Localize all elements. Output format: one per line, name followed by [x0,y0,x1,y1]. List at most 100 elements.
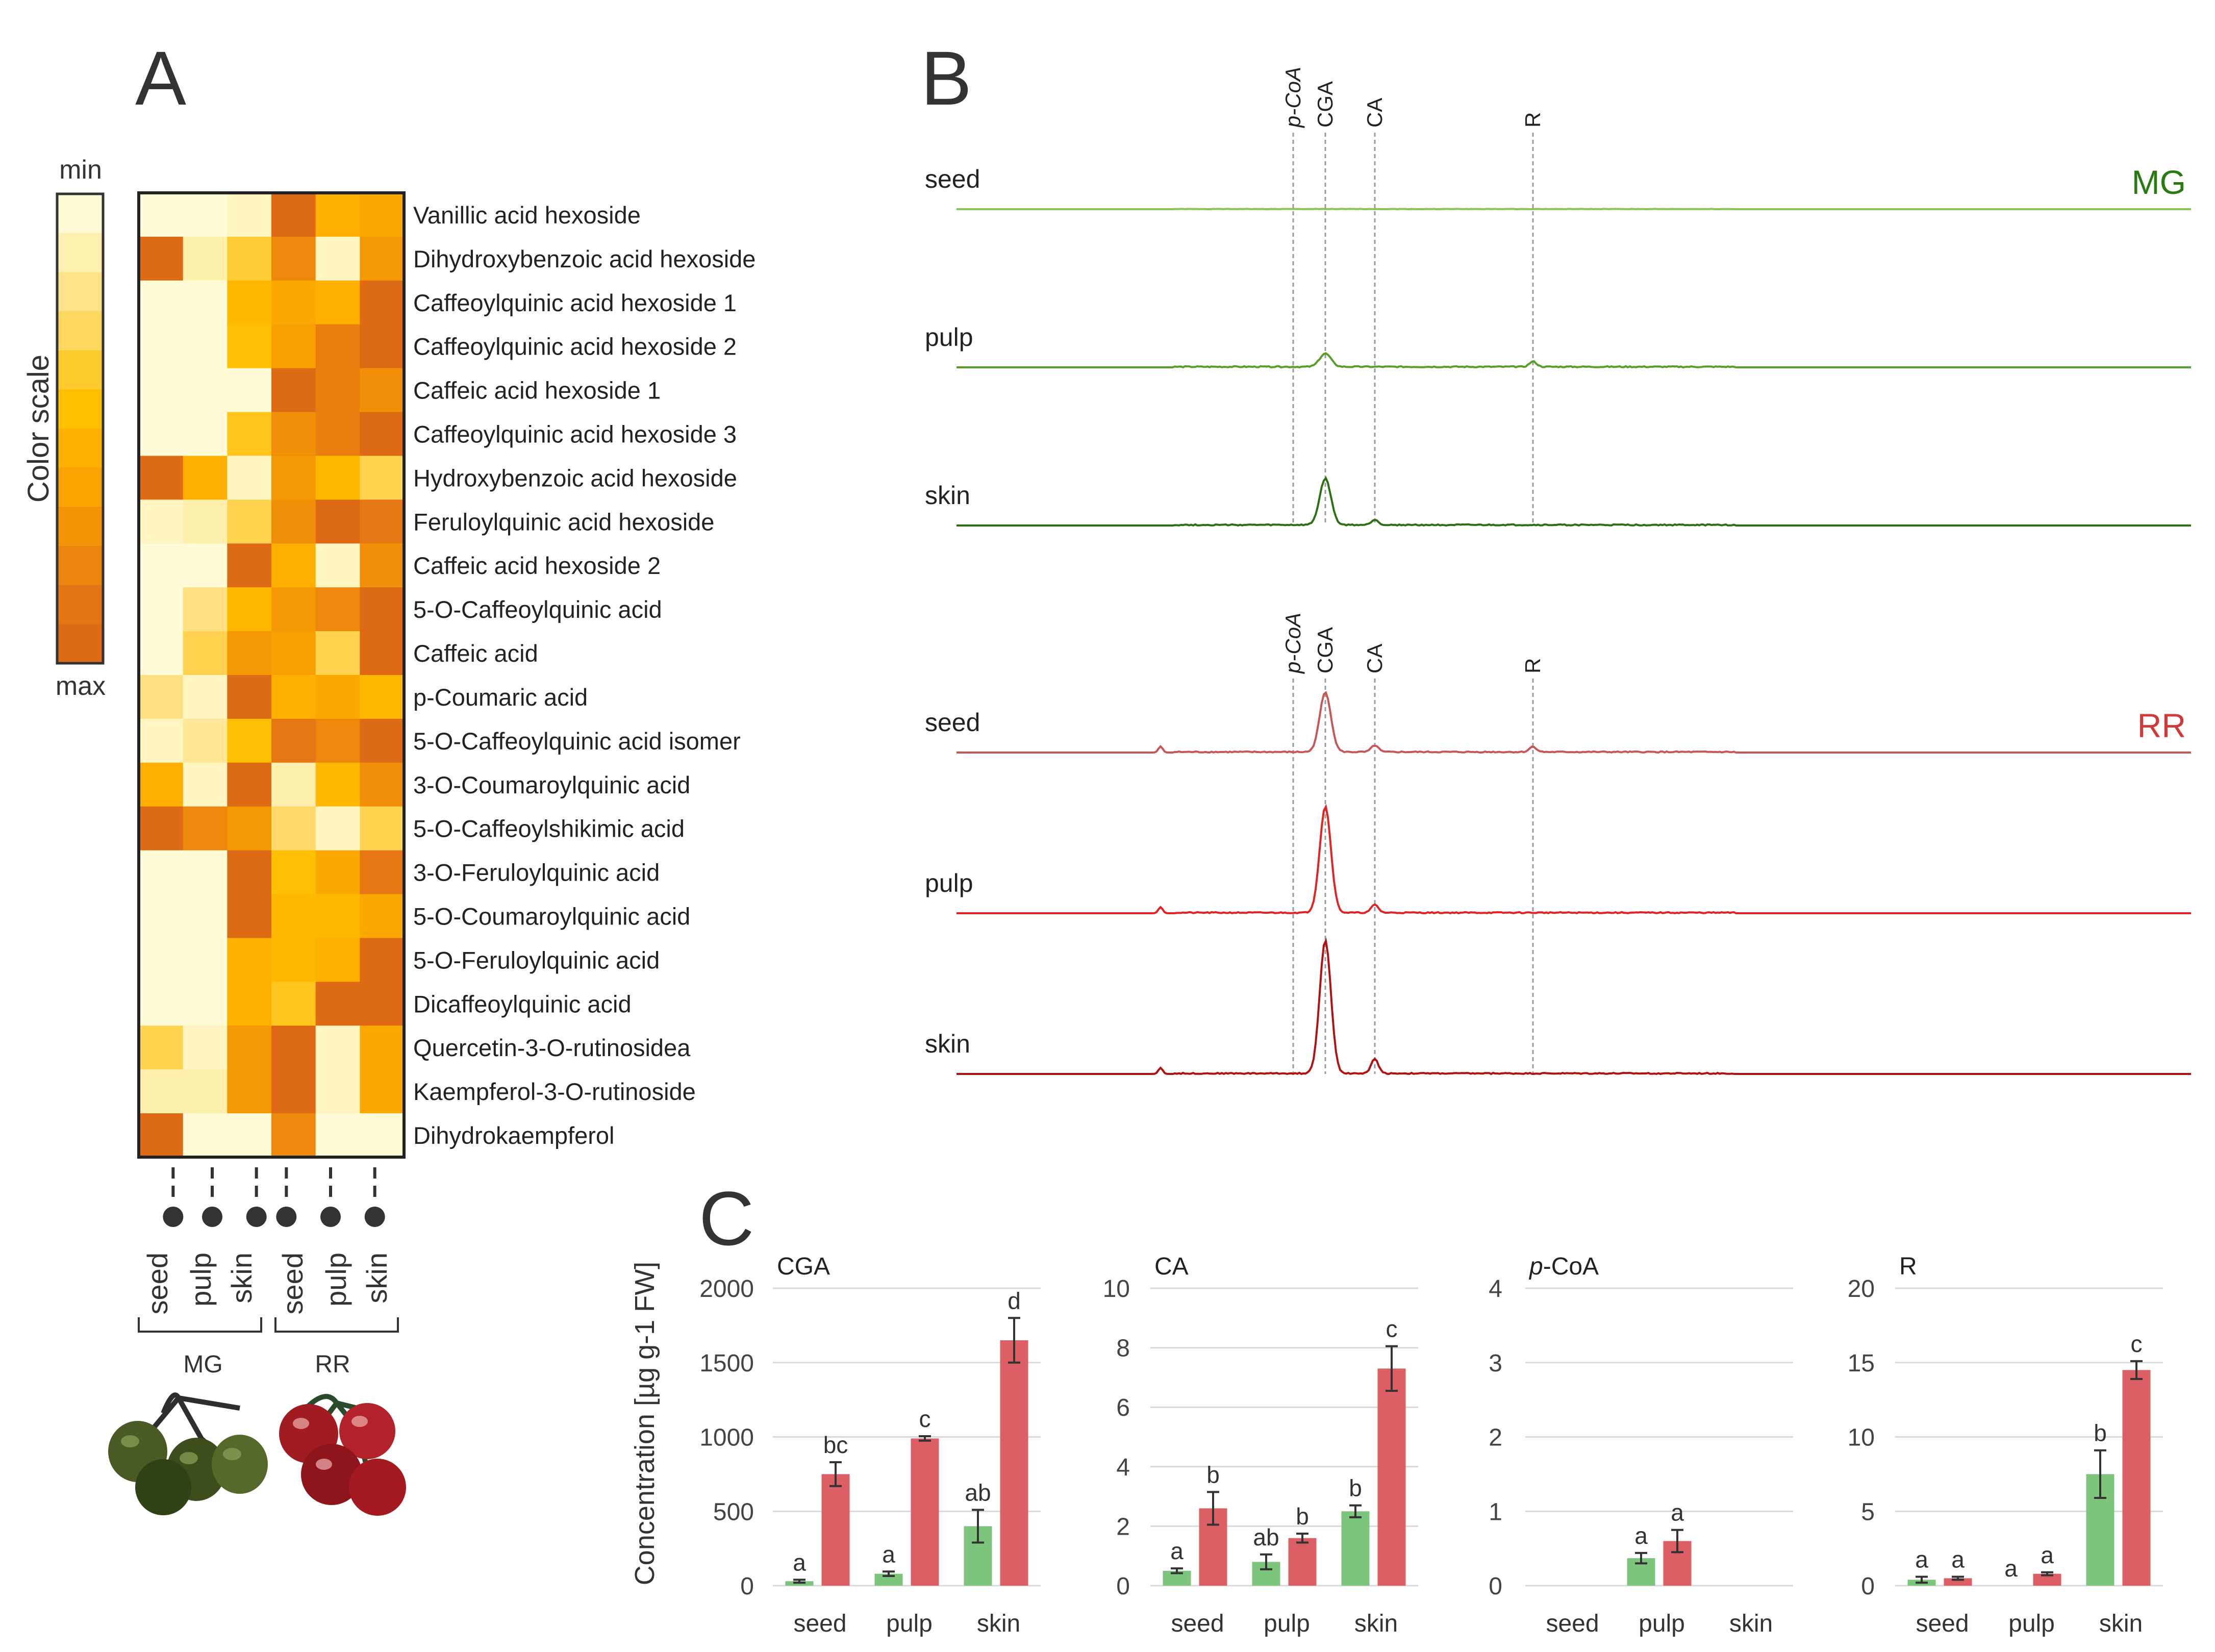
trace-label-mg-skin: skin [925,481,970,510]
heatmap-cell-5-o-caffeoylquinic-acid-isomer-rr-skin [360,718,405,763]
row-label-quercetin-3-o-rutinosidea: Quercetin-3-O-rutinosidea [413,1034,691,1061]
y-tick-label: 10 [1848,1424,1875,1451]
heatmap-cell-dihydrokaempferol-rr-skin [360,1113,405,1158]
heatmap-cell-5-o-coumaroylquinic-acid-rr-pulp [315,894,360,939]
y-tick-label: 1000 [699,1424,754,1451]
y-tick-label: 0 [1116,1573,1130,1600]
color-scale-swatch [57,467,103,508]
heatmap-cell-caffeic-acid-hexoside-2-rr-skin [360,543,405,588]
heatmap-cell-caffeic-acid-hexoside-2-mg-skin [227,543,272,588]
chromatogram-trace-rr-seed [957,691,2191,754]
bar-cga-rr-seed [821,1474,850,1586]
chromatogram-trace-rr-pulp [957,804,2191,915]
peak-label-r: R [1521,112,1545,128]
heatmap-cell-kaempferol-3-o-rutinoside-mg-pulp [183,1069,228,1114]
heatmap-cell-3-o-feruloylquinic-acid-mg-seed [139,850,184,895]
row-label-3-o-feruloylquinic-acid: 3-O-Feruloylquinic acid [413,859,660,886]
color-scale-frame [56,192,105,665]
y-tick-label: 500 [713,1498,754,1525]
bar-cga-rr-pulp [911,1438,939,1586]
heatmap-cell-feruloylquinic-acid-hexoside-mg-skin [227,499,272,544]
heatmap-cell-kaempferol-3-o-rutinoside-rr-skin [360,1069,405,1114]
heatmap-cell-kaempferol-3-o-rutinoside-mg-skin [227,1069,272,1114]
row-label-dicaffeoylquinic-acid: Dicaffeoylquinic acid [413,990,632,1017]
row-label-caffeic-acid-hexoside-2: Caffeic acid hexoside 2 [413,552,661,579]
heatmap-cell-5-o-caffeoylquinic-acid-rr-skin [360,587,405,632]
heatmap-cell-5-o-caffeoylquinic-acid-isomer-mg-pulp [183,718,228,763]
heatmap-cell-caffeoylquinic-acid-hexoside-3-mg-pulp [183,412,228,457]
row-label-caffeoylquinic-acid-hexoside-2: Caffeoylquinic acid hexoside 2 [413,333,737,360]
color-scale-swatch [57,507,103,546]
heatmap-cell-caffeoylquinic-acid-hexoside-3-rr-skin [360,412,405,457]
color-scale-swatch [57,350,103,390]
heatmap-cell-caffeic-acid-hexoside-1-mg-skin [227,368,272,413]
heatmap-cell-5-o-feruloylquinic-acid-rr-pulp [315,938,360,982]
heatmap-cell-kaempferol-3-o-rutinoside-rr-seed [271,1069,316,1114]
heatmap-cell-caffeoylquinic-acid-hexoside-1-mg-skin [227,280,272,325]
heatmap-cell-5-o-caffeoylquinic-acid-rr-pulp [315,587,360,632]
column-label-rr-skin: skin [361,1253,393,1304]
heatmap-cell-5-o-coumaroylquinic-acid-mg-seed [139,894,184,939]
significance-letter: a [882,1541,895,1567]
chromatogram-trace-mg-pulp [957,352,2191,369]
heatmap-cell-quercetin-3-o-rutinosidea-mg-seed [139,1025,184,1070]
y-tick-label: 6 [1116,1394,1130,1421]
significance-letter: c [2131,1331,2143,1357]
bar-chart-title-cga: CGA [777,1253,830,1280]
heatmap-cell-caffeic-acid-mg-pulp [183,631,228,675]
heatmap-cell-3-o-coumaroylquinic-acid-rr-skin [360,762,405,807]
heatmap-cell-caffeoylquinic-acid-hexoside-2-rr-pulp [315,324,360,369]
row-label-caffeic-acid: Caffeic acid [413,640,538,667]
heatmap-cell-caffeic-acid-hexoside-1-rr-seed [271,368,316,413]
heatmap-cell-caffeoylquinic-acid-hexoside-2-mg-skin [227,324,272,369]
heatmap-frame [137,191,406,1159]
x-tick-label-pulp: pulp [1264,1610,1310,1637]
y-tick-label: 8 [1116,1335,1130,1362]
column-marker-dot [320,1207,341,1227]
color-scale-title: Color scale [22,355,55,503]
color-scale-swatch [57,194,103,234]
heatmap-cell-vanillic-acid-hexoside-mg-seed [139,193,184,237]
heatmap-cell-5-o-caffeoylshikimic-acid-rr-skin [360,806,405,851]
bar-r-rr-skin [2122,1370,2151,1586]
row-label-kaempferol-3-o-rutinoside: Kaempferol-3-O-rutinoside [413,1078,696,1105]
column-marker-dot [364,1207,385,1227]
significance-letter: c [919,1406,931,1432]
bar-chart-cga: CGA 0 500 1000 1500 2000 seed a bc pulp a c skin ab d [699,1253,1041,1637]
heatmap-cell-hydroxybenzoic-acid-hexoside-rr-pulp [315,456,360,500]
heatmap-cell-3-o-feruloylquinic-acid-rr-seed [271,850,316,895]
color-scale-legend: min max Color scale [22,155,106,701]
heatmap-cell-3-o-feruloylquinic-acid-mg-pulp [183,850,228,895]
heatmap-cell-hydroxybenzoic-acid-hexoside-rr-seed [271,456,316,500]
color-scale-max-label: max [56,671,106,701]
y-tick-label: 0 [740,1573,754,1600]
bar-ca-rr-skin [1377,1368,1406,1586]
heatmap-cell-5-o-caffeoylshikimic-acid-mg-seed [139,806,184,851]
significance-letter: b [1349,1475,1362,1501]
y-tick-label: 1500 [699,1350,754,1377]
y-tick-label: 2000 [699,1275,754,1303]
color-scale-swatch [57,233,103,273]
heatmap-cell-hydroxybenzoic-acid-hexoside-rr-skin [360,456,405,500]
heatmap-cell-hydroxybenzoic-acid-hexoside-mg-pulp [183,456,228,500]
peak-label-r: R [1521,658,1545,673]
heatmap-cell-caffeic-acid-hexoside-1-rr-pulp [315,368,360,413]
group-brackets [138,1317,399,1333]
heatmap-cell-quercetin-3-o-rutinosidea-mg-pulp [183,1025,228,1070]
peak-label-p-coa: p-CoA [1281,67,1305,129]
chromatogram-group-mg: p-CoA CGA CA R MG seed pulp skin [925,67,2191,527]
color-scale-swatch [57,585,103,625]
significance-letter: a [2041,1542,2054,1568]
trace-label-mg-seed: seed [925,165,980,193]
heatmap-cell-kaempferol-3-o-rutinoside-rr-pulp [315,1069,360,1114]
heatmap-cell-hydroxybenzoic-acid-hexoside-mg-skin [227,456,272,500]
bar-ca-mg-skin [1341,1511,1370,1586]
bar-chart-ylabel: Concentration [µg g-1 FW] [630,1262,660,1585]
heatmap-cell-kaempferol-3-o-rutinoside-mg-seed [139,1069,184,1114]
significance-letter: a [1170,1538,1184,1564]
heatmap-cell-feruloylquinic-acid-hexoside-rr-pulp [315,499,360,544]
trace-label-rr-skin: skin [925,1030,970,1058]
